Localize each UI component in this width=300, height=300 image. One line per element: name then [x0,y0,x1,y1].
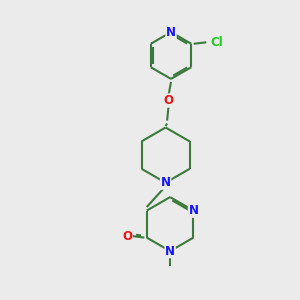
Text: O: O [164,94,174,107]
Text: N: N [160,176,171,189]
Text: Cl: Cl [210,36,223,49]
Text: N: N [166,26,176,39]
Text: N: N [165,244,175,258]
Text: N: N [188,204,199,217]
Text: O: O [122,230,132,243]
